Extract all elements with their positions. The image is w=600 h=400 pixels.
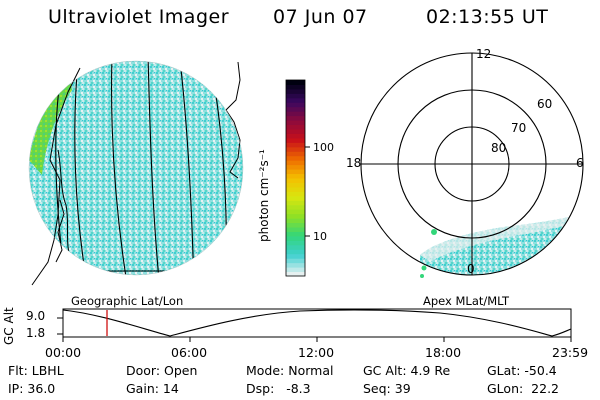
time-tick-3: 18:00 — [425, 345, 462, 360]
colorbar-stripe — [286, 200, 305, 206]
date-label: 07 Jun 07 — [273, 6, 368, 28]
geographic-image — [28, 60, 244, 286]
colorbar-frame — [285, 79, 306, 277]
colorbar-stripe — [286, 84, 305, 90]
mlat-80-label: 80 — [491, 141, 507, 155]
colorbar-stripe — [286, 222, 305, 228]
colorbar-stripe — [286, 173, 305, 179]
colorbar-stripe — [286, 120, 305, 126]
colorbar-stripe — [286, 93, 305, 99]
colorbar-stripe — [286, 267, 305, 273]
colorbar-stripe — [286, 106, 305, 112]
colorbar-stripe — [286, 115, 305, 121]
time-tick-4: 23:59 — [552, 345, 589, 360]
gain-value: Gain: 14 — [126, 381, 179, 396]
time-label: 02:13:55 UT — [426, 6, 549, 28]
colorbar-stripe — [286, 111, 305, 117]
instrument-title: Ultraviolet Imager — [48, 6, 230, 28]
time-tick-0: 00:00 — [45, 345, 82, 360]
mlt-6-label: 6 — [576, 156, 584, 170]
colorbar-stripe — [286, 88, 305, 94]
seq-value: Seq: 39 — [363, 381, 411, 396]
colorbar-stripe — [286, 186, 305, 192]
colorbar-stripe — [286, 129, 305, 134]
mode-value: Mode: Normal — [246, 363, 334, 378]
colorbar-stripe — [286, 253, 305, 259]
colorbar-stripe — [286, 160, 305, 166]
colorbar-stripe — [286, 137, 305, 143]
colorbar-stripe — [286, 124, 305, 130]
colorbar — [285, 79, 310, 277]
door-value: Door: Open — [126, 363, 198, 378]
colorbar-unit-label: photon cm⁻²s⁻¹ — [257, 149, 271, 242]
colorbar-stripe — [286, 209, 305, 215]
colorbar-stripe — [286, 146, 305, 152]
time-tick-1: 06:00 — [171, 345, 208, 360]
colorbar-stripe — [286, 80, 305, 85]
colorbar-tick-10: 10 — [313, 230, 327, 243]
alt-ymin-label: 1.8 — [26, 326, 46, 340]
colorbar-stripe — [286, 142, 305, 148]
colorbar-stripe — [286, 213, 305, 219]
colorbar-stripe — [286, 204, 305, 210]
dsp-value: Dsp: -8.3 — [246, 381, 311, 396]
mlt-18-label: 18 — [346, 156, 362, 170]
glat-value: GLat: -50.4 — [487, 363, 557, 378]
colorbar-stripe — [286, 155, 305, 161]
colorbar-stripe — [286, 218, 305, 224]
colorbar-stripe — [286, 262, 305, 268]
colorbar-stripe — [286, 195, 305, 201]
filter-value: Flt: LBHL — [8, 363, 64, 378]
glon-value: GLon: 22.2 — [487, 381, 559, 396]
colorbar-stripe — [286, 169, 305, 175]
colorbar-stripe — [286, 191, 305, 197]
colorbar-stripe — [286, 151, 305, 157]
mlat-70-label: 70 — [511, 121, 527, 135]
colorbar-stripe — [286, 182, 305, 188]
colorbar-stripe — [286, 231, 305, 237]
colorbar-stripe — [286, 164, 305, 170]
mlt-12-label: 12 — [476, 47, 492, 61]
colorbar-stripe — [286, 249, 305, 255]
colorbar-stripe — [286, 178, 305, 183]
geographic-caption: Geographic Lat/Lon — [71, 294, 184, 308]
colorbar-stripe — [286, 244, 305, 250]
colorbar-stripe — [286, 271, 305, 277]
colorbar-stripe — [286, 97, 305, 103]
colorbar-stripe — [286, 235, 305, 241]
alt-ymax-label: 9.0 — [26, 309, 46, 323]
colorbar-stripe — [286, 240, 305, 246]
gc-alt-value: GC Alt: 4.9 Re — [363, 363, 451, 378]
altitude-strip — [57, 308, 572, 342]
colorbar-stripe — [286, 102, 305, 108]
gc-alt-axis-label: GC Alt — [2, 307, 16, 345]
mlt-0-label: 0 — [467, 262, 475, 276]
time-tick-2: 12:00 — [298, 345, 335, 360]
colorbar-tick-100: 100 — [313, 141, 334, 154]
ip-value: IP: 36.0 — [8, 381, 56, 396]
polar-grid — [360, 52, 584, 278]
colorbar-stripe — [286, 258, 305, 264]
apex-caption: Apex MLat/MLT — [423, 294, 510, 308]
mlat-60-label: 60 — [537, 97, 553, 111]
colorbar-stripe — [286, 227, 305, 232]
colorbar-stripe — [286, 133, 305, 139]
